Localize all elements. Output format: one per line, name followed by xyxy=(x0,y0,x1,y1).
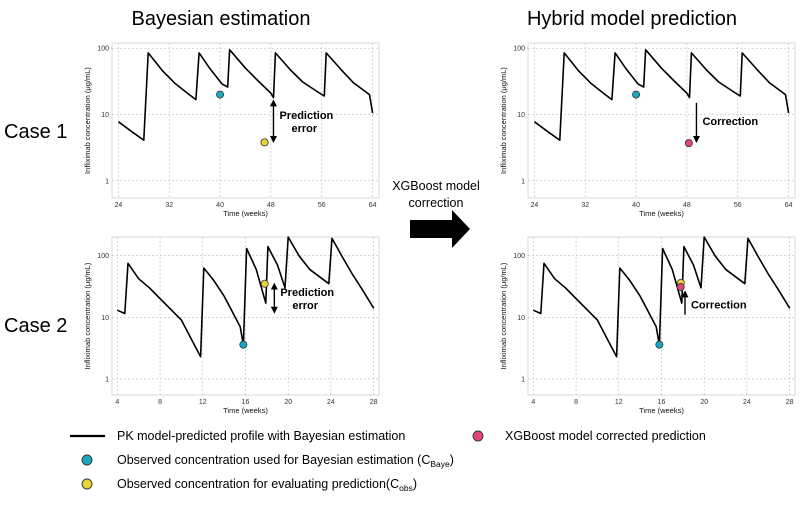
title-right: Hybrid model prediction xyxy=(527,8,737,30)
obs-point xyxy=(260,279,269,288)
legend-item-xgb: XGBoost model corrected prediction xyxy=(472,429,706,443)
title-left: Bayesian estimation xyxy=(132,8,311,30)
annotation-text-2: error xyxy=(291,123,317,135)
x-tick-label: 8 xyxy=(574,399,578,406)
x-tick-label: 20 xyxy=(284,399,292,406)
x-tick-label: 16 xyxy=(242,399,250,406)
legend-item-obs: Observed concentration for evaluating pr… xyxy=(81,477,417,493)
x-tick-label: 20 xyxy=(700,399,708,406)
x-tick-label: 32 xyxy=(581,202,589,209)
bayes-point xyxy=(632,90,641,99)
legend-label: PK model-predicted profile with Bayesian… xyxy=(117,429,405,443)
y-axis-label: Infliximab concentration (μg/mL) xyxy=(499,67,508,174)
x-tick-label: 24 xyxy=(114,202,122,209)
x-tick-label: 40 xyxy=(632,202,640,209)
y-tick-label: 1 xyxy=(521,178,525,185)
x-tick-label: 8 xyxy=(158,399,162,406)
x-axis-label: Time (weeks) xyxy=(223,209,268,218)
x-axis-label: Time (weeks) xyxy=(639,209,684,218)
plot-frame xyxy=(111,42,380,199)
legend-label-sub: obs xyxy=(399,483,413,493)
y-tick-label: 100 xyxy=(513,253,525,260)
xgb-point xyxy=(676,282,685,291)
x-tick-label: 56 xyxy=(318,202,326,209)
bayes-point xyxy=(655,340,664,349)
legend-label: XGBoost model corrected prediction xyxy=(505,429,706,443)
legend-item-bayes: Observed concentration used for Bayesian… xyxy=(81,453,454,469)
annotation-text: Prediction xyxy=(280,287,334,299)
pk-profile-line xyxy=(117,48,374,141)
legend: PK model-predicted profile with Bayesian… xyxy=(70,429,706,493)
legend-item-line: PK model-predicted profile with Bayesian… xyxy=(70,429,405,443)
legend-label-main: Observed concentration for evaluating pr… xyxy=(117,477,399,491)
x-tick-label: 4 xyxy=(531,399,535,406)
legend-marker-icon xyxy=(472,430,484,442)
legend-label-sub: Baye xyxy=(430,459,450,469)
y-tick-label: 100 xyxy=(97,46,109,53)
pk-profile-line xyxy=(533,48,790,141)
y-axis-label: Infliximab concentration (μg/mL) xyxy=(83,67,92,174)
annotation-text: Correction xyxy=(691,299,747,311)
legend-label-tail: ) xyxy=(450,453,454,467)
x-tick-label: 48 xyxy=(267,202,275,209)
x-axis-label: Time (weeks) xyxy=(223,406,268,415)
x-tick-label: 64 xyxy=(369,202,377,209)
legend-label-tail: ) xyxy=(413,477,417,491)
x-tick-label: 4 xyxy=(115,399,119,406)
annotation-text: Correction xyxy=(702,116,758,128)
bayes-point xyxy=(216,90,225,99)
x-tick-label: 56 xyxy=(734,202,742,209)
x-tick-label: 12 xyxy=(199,399,207,406)
legend-marker-icon xyxy=(81,454,93,466)
x-tick-label: 12 xyxy=(615,399,623,406)
y-tick-label: 10 xyxy=(101,315,109,322)
x-tick-label: 32 xyxy=(165,202,173,209)
x-tick-label: 28 xyxy=(370,399,378,406)
y-tick-label: 100 xyxy=(97,253,109,260)
y-axis-label: Infliximab concentration (μg/mL) xyxy=(499,262,508,369)
plot-frame xyxy=(527,42,796,199)
chart-panel-case1-bayes: 24 32 40 48 56 64 100 10 1 Time (weeks) Infliximab… xyxy=(83,42,380,218)
annotation-text-2: error xyxy=(292,300,318,312)
pk-profile-line xyxy=(116,236,375,358)
bayes-point xyxy=(239,340,248,349)
chart-panel-case1-hybrid: 24 32 40 48 56 64 100 10 1 Time (weeks) Infliximab… xyxy=(499,42,796,218)
x-tick-label: 24 xyxy=(327,399,335,406)
y-tick-label: 10 xyxy=(517,112,525,119)
y-tick-label: 100 xyxy=(513,46,525,53)
y-tick-label: 1 xyxy=(521,376,525,383)
chart-panel-case2-hybrid: 4 8 12 16 20 24 28 100 10 1 Time (weeks) Infliximab… xyxy=(499,236,796,415)
middle-text-2: correction xyxy=(409,196,464,210)
legend-label-main: PK model-predicted profile with Bayesian… xyxy=(117,429,405,443)
big-arrow-icon xyxy=(410,210,470,248)
y-tick-label: 10 xyxy=(517,315,525,322)
legend-label-main: XGBoost model corrected prediction xyxy=(505,429,706,443)
x-tick-label: 16 xyxy=(658,399,666,406)
annotation-text: Prediction xyxy=(279,110,333,122)
y-axis-label: Infliximab concentration (μg/mL) xyxy=(83,262,92,369)
obs-point xyxy=(260,138,269,147)
chart-panel-case2-bayes: 4 8 12 16 20 24 28 100 10 1 Time (weeks) Infliximab… xyxy=(83,236,380,415)
y-tick-label: 1 xyxy=(105,376,109,383)
y-tick-label: 1 xyxy=(105,178,109,185)
x-tick-label: 64 xyxy=(785,202,793,209)
y-tick-label: 10 xyxy=(101,112,109,119)
xgb-point xyxy=(684,139,693,148)
x-tick-label: 40 xyxy=(216,202,224,209)
case-label-1: Case 1 xyxy=(4,121,67,143)
x-axis-label: Time (weeks) xyxy=(639,406,684,415)
x-tick-label: 48 xyxy=(683,202,691,209)
legend-label-main: Observed concentration used for Bayesian… xyxy=(117,453,430,467)
middle-text-1: XGBoost model xyxy=(392,179,480,193)
legend-marker-icon xyxy=(81,478,93,490)
x-tick-label: 24 xyxy=(530,202,538,209)
pk-profile-line xyxy=(532,236,791,358)
legend-label: Observed concentration used for Bayesian… xyxy=(117,453,454,469)
case-label-2: Case 2 xyxy=(4,315,67,337)
x-tick-label: 24 xyxy=(743,399,751,406)
legend-label: Observed concentration for evaluating pr… xyxy=(117,477,417,493)
x-tick-label: 28 xyxy=(786,399,794,406)
